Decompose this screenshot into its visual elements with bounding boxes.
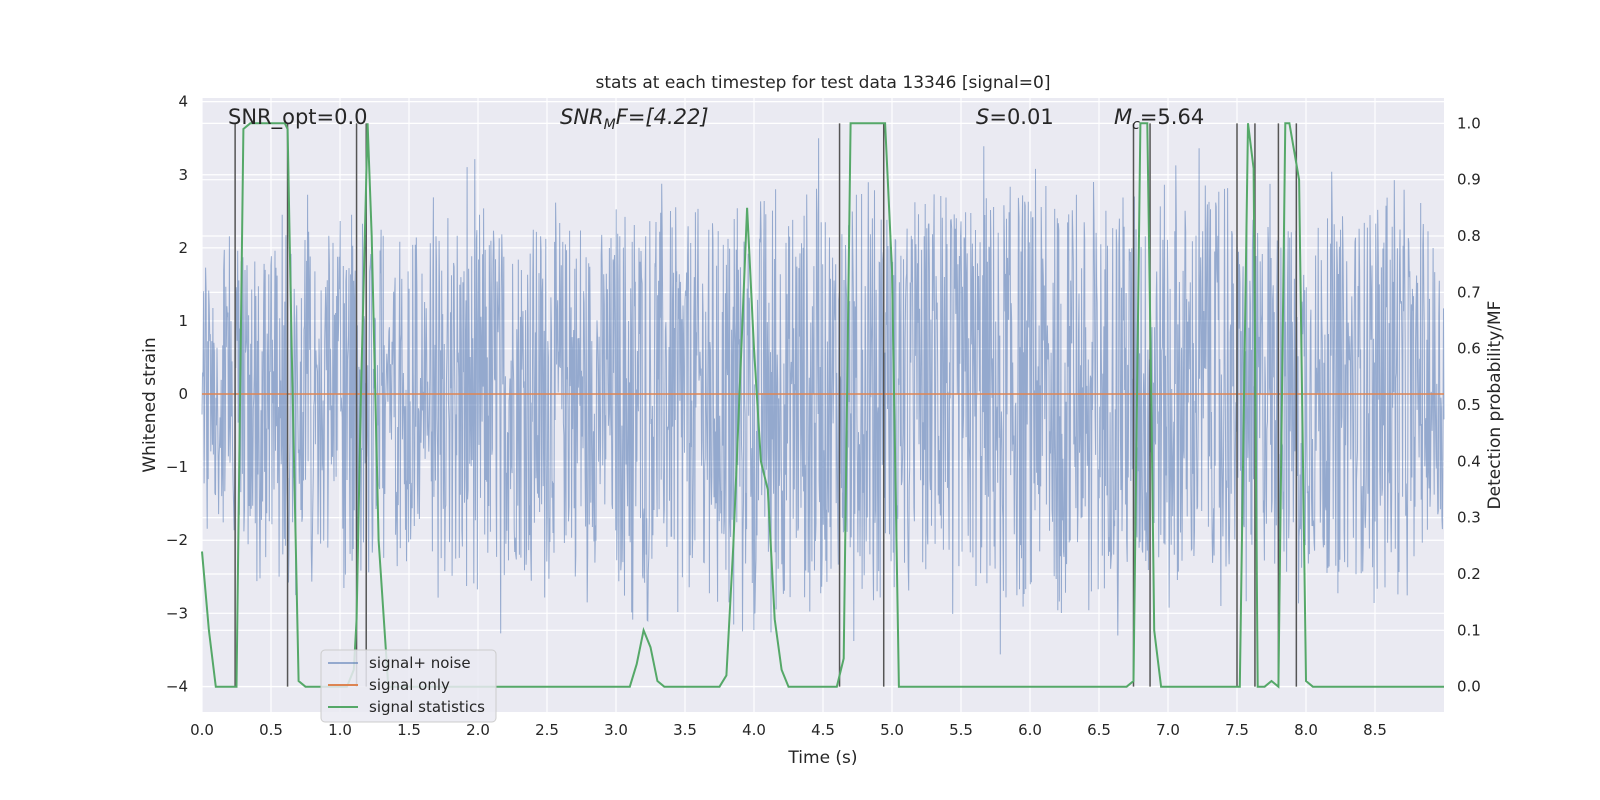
y-left-tick-label: −3 [166, 604, 188, 622]
y-left-tick-labels: −4 −3 −2 −1 0 1 2 3 4 [166, 93, 188, 696]
x-tick-label: 1.0 [328, 721, 352, 739]
x-tick-labels: 0.0 0.5 1.0 1.5 2.0 2.5 3.0 3.5 4.0 4.5 5.0 5.5 6.0 6… [190, 721, 1387, 739]
y-right-tick-label: 0.7 [1457, 283, 1481, 301]
y-right-tick-label: 0.2 [1457, 565, 1481, 583]
y-right-tick-label: 0.9 [1457, 171, 1481, 189]
y-right-tick-label: 0.4 [1457, 452, 1481, 470]
y-left-tick-label: 3 [178, 166, 188, 184]
x-tick-label: 8.5 [1363, 721, 1387, 739]
legend: signal+ noise signal only signal statist… [320, 649, 497, 723]
x-tick-label: 0.5 [259, 721, 283, 739]
x-tick-label: 3.5 [673, 721, 697, 739]
y-left-tick-label: 1 [178, 312, 188, 330]
x-tick-label: 2.0 [466, 721, 490, 739]
y-left-tick-label: 0 [178, 385, 188, 403]
y-left-tick-label: 2 [178, 239, 188, 257]
legend-box [320, 649, 497, 723]
y-left-axis-label: Whitened strain [140, 337, 160, 472]
x-tick-label: 7.5 [1225, 721, 1249, 739]
chart-title: stats at each timestep for test data 133… [596, 73, 1051, 93]
y-right-tick-label: 0.3 [1457, 509, 1481, 527]
annotation-snr-opt: SNR_opt=0.0 [228, 105, 368, 130]
y-left-tick-label: −2 [166, 531, 188, 549]
x-tick-label: 6.5 [1087, 721, 1111, 739]
x-tick-label: 0.0 [190, 721, 214, 739]
x-tick-label: 4.0 [742, 721, 766, 739]
x-tick-label: 5.5 [949, 721, 973, 739]
x-tick-label: 4.5 [811, 721, 835, 739]
x-tick-label: 6.0 [1018, 721, 1042, 739]
signal-statistics-line [201, 122, 1444, 689]
x-tick-label: 1.5 [397, 721, 421, 739]
y-left-tick-label: −1 [166, 458, 188, 476]
y-right-axis-label: Detection probability/MF [1485, 301, 1505, 510]
x-tick-label: 7.0 [1156, 721, 1180, 739]
x-tick-label: 2.5 [535, 721, 559, 739]
y-right-tick-labels: 0.0 0.1 0.2 0.3 0.4 0.5 0.6 0.7 0.8 0.9 1.0 [1457, 114, 1481, 695]
x-axis-label: Time (s) [787, 748, 857, 768]
y-right-tick-label: 0.1 [1457, 621, 1481, 639]
annotation-mc: Mc=5.64 [1114, 105, 1204, 133]
x-tick-label: 8.0 [1294, 721, 1318, 739]
x-tick-label: 3.0 [604, 721, 628, 739]
y-right-tick-label: 0.6 [1457, 340, 1481, 358]
y-left-tick-label: −4 [166, 677, 188, 695]
legend-label-noise: signal+ noise [369, 654, 471, 672]
y-right-tick-label: 1.0 [1457, 114, 1481, 132]
annotation-snr-mf: SNRMF=[4.22] [560, 105, 709, 133]
legend-label-statistics: signal statistics [369, 698, 485, 716]
x-tick-label: 5.0 [880, 721, 904, 739]
y-right-tick-label: 0.0 [1457, 678, 1481, 696]
legend-label-signal-only: signal only [369, 676, 450, 694]
y-left-tick-label: 4 [178, 93, 188, 111]
y-right-tick-label: 0.5 [1457, 396, 1481, 414]
y-right-tick-label: 0.8 [1457, 227, 1481, 245]
annotation-s: S=0.01 [976, 105, 1054, 129]
